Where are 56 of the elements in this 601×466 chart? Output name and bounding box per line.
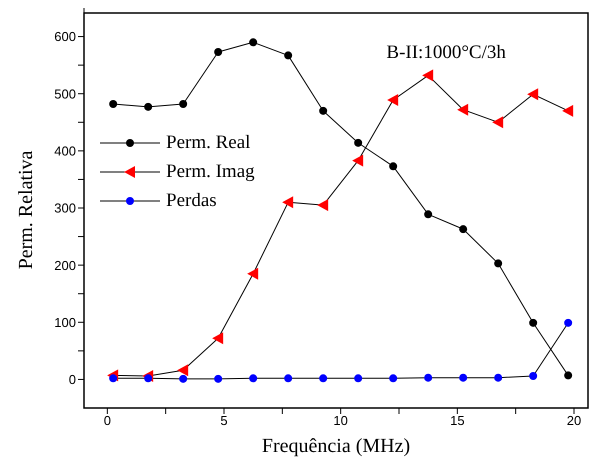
point (317, 199, 328, 212)
point (352, 154, 364, 167)
x-tick-label: 15 (450, 413, 465, 428)
legend-label: Perm. Real (166, 131, 250, 155)
point (247, 268, 258, 280)
point (354, 374, 362, 382)
y-axis-title: Perm. Relativa (15, 150, 37, 270)
point (457, 104, 468, 116)
point (179, 100, 188, 108)
x-tick-label: 10 (333, 413, 348, 428)
y-tick-label: 400 (54, 143, 76, 158)
x-tick-label: 0 (104, 413, 111, 428)
x-tick-label: 20 (566, 413, 582, 428)
point (424, 210, 432, 218)
y-tick-label: 200 (54, 258, 76, 273)
annotation: B-II:1000°C/3h (386, 42, 506, 63)
point (319, 106, 328, 115)
point (529, 372, 538, 380)
point (212, 332, 224, 344)
point (564, 371, 572, 380)
legend-label: Perm. Imag (166, 160, 255, 184)
legend-label: Perdas (166, 189, 217, 213)
point (527, 88, 538, 100)
point (389, 162, 398, 170)
point (492, 116, 504, 128)
point (179, 374, 188, 383)
point (494, 259, 502, 268)
point (354, 138, 362, 147)
point (564, 318, 572, 327)
point (214, 374, 222, 383)
point (459, 225, 468, 234)
point (422, 69, 434, 82)
x-tick-label: 5 (220, 413, 228, 428)
y-tick-label: 600 (54, 29, 76, 44)
y-tick-label: 300 (54, 200, 76, 216)
x-axis-title: Frequência (MHz) (262, 435, 410, 457)
point (319, 374, 328, 382)
point (214, 48, 222, 56)
point (424, 374, 432, 382)
y-tick-label: 100 (54, 314, 76, 330)
point (249, 374, 258, 382)
point (387, 94, 398, 106)
point (109, 100, 118, 108)
point (459, 374, 468, 382)
point (389, 374, 398, 382)
point (282, 196, 294, 208)
point (284, 51, 292, 60)
point (249, 38, 258, 46)
point (562, 104, 574, 117)
point (529, 318, 538, 327)
y-tick-label: 0 (68, 372, 76, 388)
point (144, 102, 152, 111)
y-tick-label: 500 (54, 86, 76, 102)
point (177, 364, 188, 376)
point (494, 374, 502, 382)
point (284, 374, 292, 382)
